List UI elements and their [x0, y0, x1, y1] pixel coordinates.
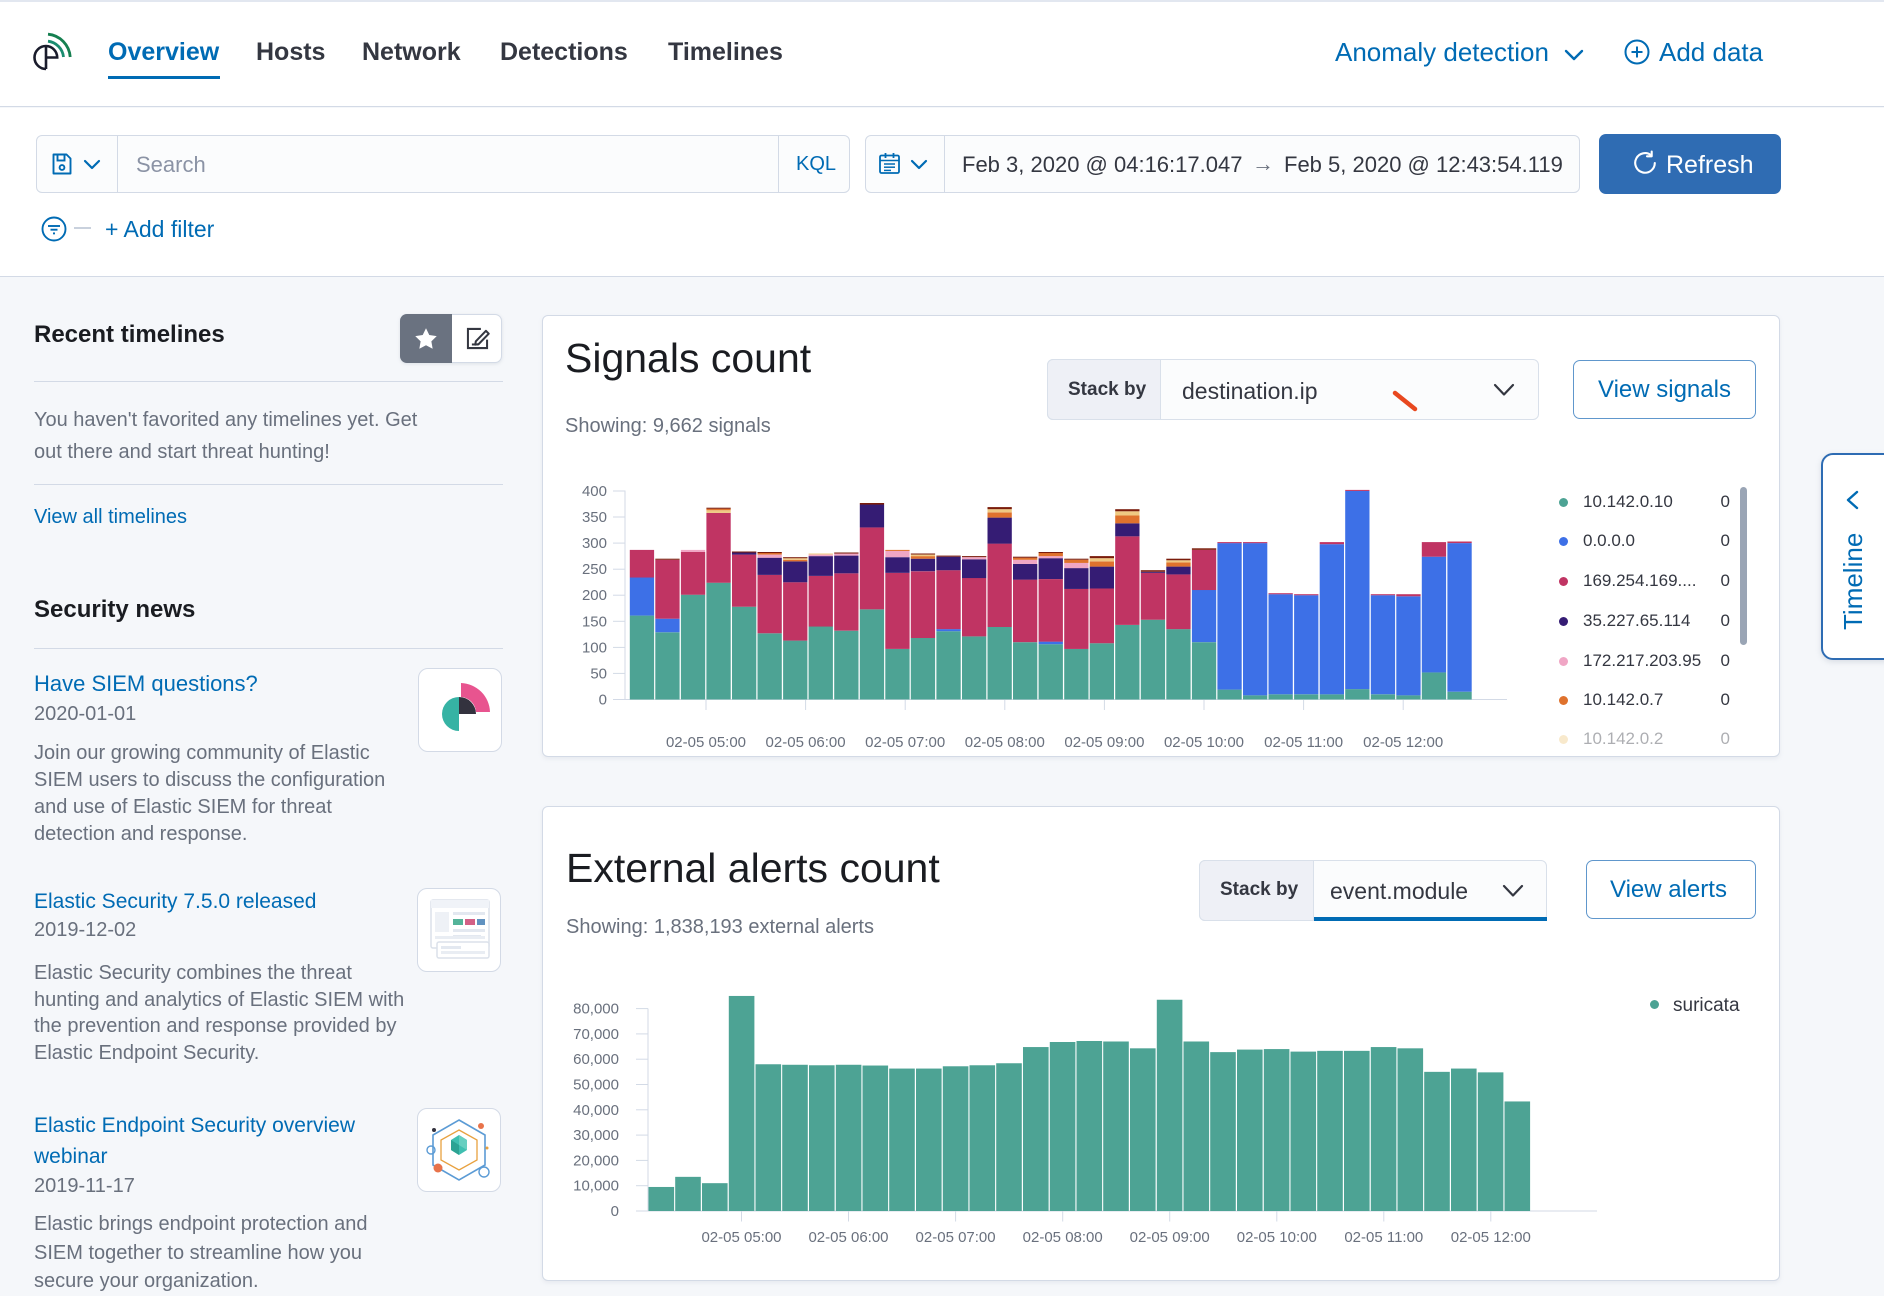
svg-text:100: 100: [582, 639, 607, 656]
svg-text:200: 200: [582, 587, 607, 604]
svg-text:40,000: 40,000: [573, 1102, 619, 1119]
svg-text:02-05 09:00: 02-05 09:00: [1130, 1229, 1210, 1246]
svg-text:02-05 08:00: 02-05 08:00: [965, 734, 1045, 751]
svg-text:02-05 10:00: 02-05 10:00: [1237, 1229, 1317, 1246]
svg-text:350: 350: [582, 509, 607, 526]
svg-text:02-05 07:00: 02-05 07:00: [865, 734, 945, 751]
svg-text:02-05 12:00: 02-05 12:00: [1451, 1229, 1531, 1246]
svg-text:02-05 11:00: 02-05 11:00: [1344, 1229, 1423, 1246]
svg-text:02-05 06:00: 02-05 06:00: [808, 1229, 888, 1246]
svg-text:02-05 12:00: 02-05 12:00: [1363, 734, 1443, 751]
svg-text:02-05 08:00: 02-05 08:00: [1023, 1229, 1103, 1246]
svg-text:70,000: 70,000: [573, 1026, 619, 1043]
svg-text:10,000: 10,000: [573, 1178, 619, 1195]
svg-text:50: 50: [590, 665, 607, 682]
svg-text:250: 250: [582, 561, 607, 578]
svg-text:02-05 06:00: 02-05 06:00: [766, 734, 846, 751]
svg-text:400: 400: [582, 483, 607, 500]
svg-text:02-05 11:00: 02-05 11:00: [1264, 734, 1343, 751]
svg-text:50,000: 50,000: [573, 1077, 619, 1094]
svg-text:30,000: 30,000: [573, 1127, 619, 1144]
svg-text:80,000: 80,000: [573, 1001, 619, 1018]
svg-text:02-05 05:00: 02-05 05:00: [666, 734, 746, 751]
svg-text:02-05 10:00: 02-05 10:00: [1164, 734, 1244, 751]
svg-text:150: 150: [582, 613, 607, 630]
svg-text:02-05 09:00: 02-05 09:00: [1064, 734, 1144, 751]
svg-text:0: 0: [611, 1203, 619, 1220]
svg-text:02-05 05:00: 02-05 05:00: [701, 1229, 781, 1246]
svg-text:02-05 07:00: 02-05 07:00: [916, 1229, 996, 1246]
svg-text:60,000: 60,000: [573, 1051, 619, 1068]
svg-text:20,000: 20,000: [573, 1152, 619, 1169]
svg-text:0: 0: [599, 692, 607, 709]
svg-text:300: 300: [582, 535, 607, 552]
